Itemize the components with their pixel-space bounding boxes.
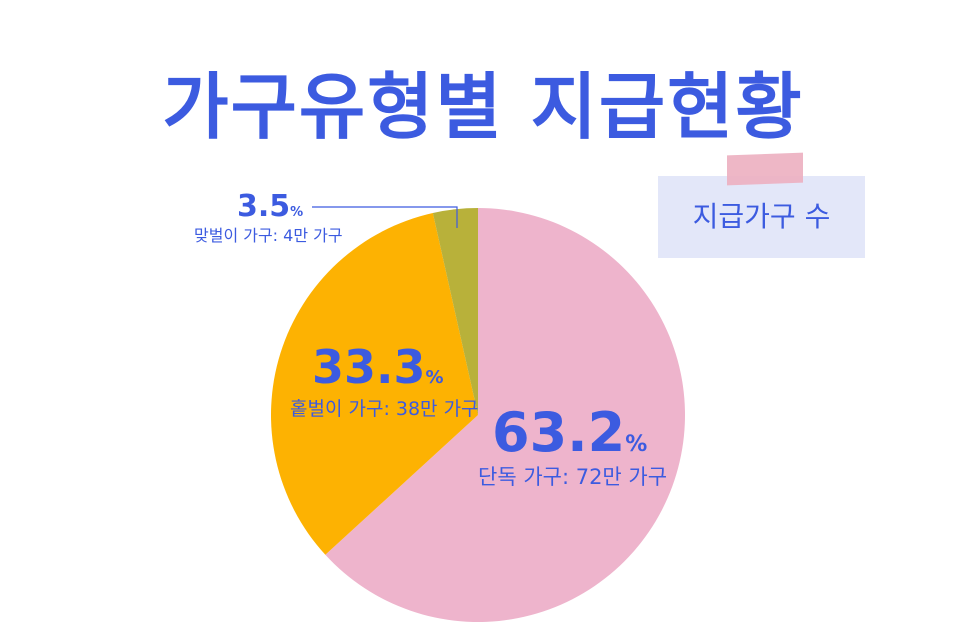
slice-label-single-parent-desc: 홑벌이 가구: 38만 가구: [290, 398, 479, 420]
slice-label-single-pct: 63.2%: [492, 401, 647, 464]
pie-slices: [271, 208, 686, 623]
leader-line-dual-income: [312, 206, 458, 228]
legend-box: [658, 176, 865, 258]
slice-label-dual-income-desc: 맞벌이 가구: 4만 가구: [194, 226, 343, 245]
slice-label-single-parent-pct: 33.3%: [312, 340, 444, 394]
chart-title: 가구유형별 지급현황: [162, 65, 804, 149]
slice-label-dual-income-pct: 3.5%: [237, 189, 303, 224]
pie-slice-dual-income: [432, 208, 478, 415]
legend-label: 지급가구 수: [692, 200, 831, 233]
pie-slice-single-parent: [271, 212, 478, 555]
pie-slice-single: [325, 208, 686, 623]
slice-label-single-desc: 단독 가구: 72만 가구: [478, 465, 667, 489]
